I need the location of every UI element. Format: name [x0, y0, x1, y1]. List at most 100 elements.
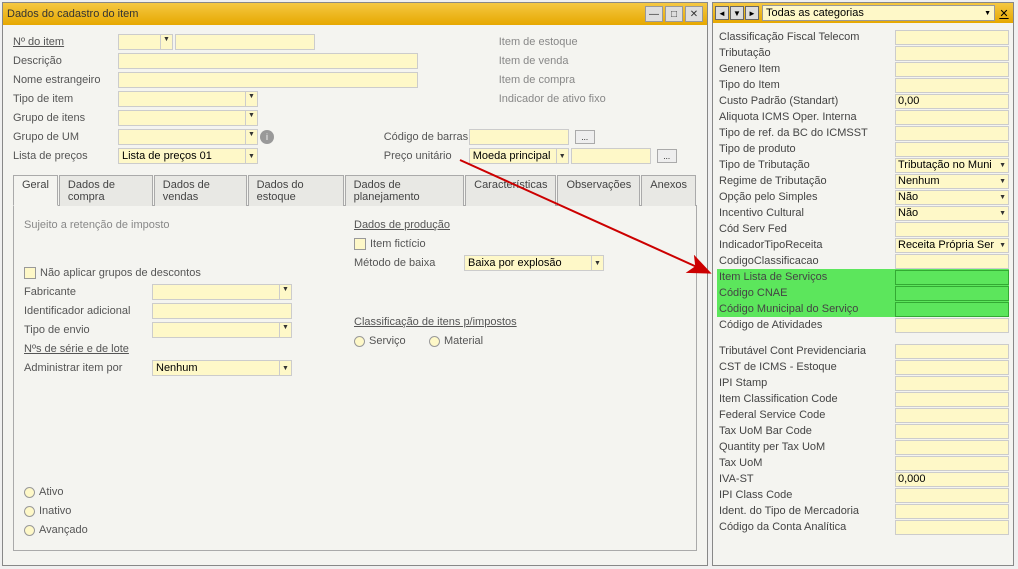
radio-avancado[interactable] — [24, 525, 35, 536]
side-row-field[interactable] — [895, 318, 1009, 333]
tab-caracteristicas[interactable]: Características — [465, 175, 556, 206]
side-row-label: IVA-ST — [717, 473, 895, 485]
side-row-field[interactable] — [895, 286, 1009, 301]
side-row-field[interactable] — [895, 222, 1009, 237]
side-row-field[interactable] — [895, 30, 1009, 45]
chk-nao-aplicar[interactable] — [24, 267, 36, 279]
tab-anexos[interactable]: Anexos — [641, 175, 696, 206]
side-row-field[interactable] — [895, 254, 1009, 269]
side-row: Custo Padrão (Standart)0,00 — [717, 93, 1009, 109]
next-icon[interactable]: ► — [745, 6, 759, 20]
maximize-icon[interactable]: □ — [665, 6, 683, 22]
tab-dados-planej[interactable]: Dados de planejamento — [345, 175, 465, 206]
side-row-field[interactable] — [895, 62, 1009, 77]
lbl-sujeito-retencao: Sujeito a retenção de imposto — [24, 219, 170, 231]
side-row: Item Lista de Serviços — [717, 269, 1009, 285]
side-row-field[interactable] — [895, 520, 1009, 535]
side-row-field[interactable] — [895, 302, 1009, 317]
close-icon[interactable]: ✕ — [685, 6, 703, 22]
side-row-label: Tributável Cont Previdenciaria — [717, 345, 895, 357]
tab-dados-compra[interactable]: Dados de compra — [59, 175, 153, 206]
tab-dados-estoque[interactable]: Dados do estoque — [248, 175, 344, 206]
window-title: Dados do cadastro do item — [7, 8, 643, 20]
tab-geral[interactable]: Geral — [13, 175, 58, 206]
side-row: Quantity per Tax UoM — [717, 439, 1009, 455]
side-row-field[interactable]: Nenhum — [895, 174, 1009, 189]
fld-descricao[interactable] — [118, 53, 418, 69]
lbl-inativo: Inativo — [39, 505, 71, 517]
lbl-item-compra: Item de compra — [499, 74, 575, 86]
prev-icon[interactable]: ◄ — [715, 6, 729, 20]
fld-nome-estrangeiro[interactable] — [118, 72, 418, 88]
side-row-field[interactable] — [895, 270, 1009, 285]
side-row-field[interactable] — [895, 344, 1009, 359]
side-row: Tipo de ref. da BC do ICMSST — [717, 125, 1009, 141]
ellipsis-barras-button[interactable]: ... — [575, 130, 595, 144]
side-row: Tax UoM Bar Code — [717, 423, 1009, 439]
side-row-field[interactable] — [895, 142, 1009, 157]
lbl-avancado: Avançado — [39, 524, 88, 536]
ellipsis-preco-button[interactable]: ... — [657, 149, 677, 163]
side-row-field[interactable] — [895, 408, 1009, 423]
side-row-field[interactable]: 0,000 — [895, 472, 1009, 487]
side-row: Incentivo CulturalNão — [717, 205, 1009, 221]
radio-servico[interactable] — [354, 336, 365, 347]
category-dropdown[interactable]: Todas as categorias — [762, 5, 995, 21]
fld-codigo-barras[interactable] — [469, 129, 569, 145]
lbl-ident-adicional: Identificador adicional — [24, 305, 152, 317]
close-side-icon[interactable]: ✕ — [997, 6, 1011, 20]
side-row: Tipo de TributaçãoTributação no Muni — [717, 157, 1009, 173]
side-row-field[interactable] — [895, 110, 1009, 125]
side-row: Genero Item — [717, 61, 1009, 77]
lbl-tipo-item: Tipo de item — [13, 93, 118, 105]
side-row-label: Ident. do Tipo de Mercadoria — [717, 505, 895, 517]
side-row-field[interactable] — [895, 126, 1009, 141]
side-row-field[interactable]: Receita Própria Ser — [895, 238, 1009, 253]
minimize-icon[interactable]: — — [645, 6, 663, 22]
fld-tipo-item[interactable] — [118, 91, 258, 107]
side-row-field[interactable] — [895, 46, 1009, 61]
side-row-label: CST de ICMS - Estoque — [717, 361, 895, 373]
side-row-field[interactable] — [895, 424, 1009, 439]
fld-grupo-itens[interactable] — [118, 110, 258, 126]
side-row: IVA-ST0,000 — [717, 471, 1009, 487]
tab-dados-vendas[interactable]: Dados de vendas — [154, 175, 247, 206]
radio-material[interactable] — [429, 336, 440, 347]
chk-item-ficticio[interactable] — [354, 238, 366, 250]
side-row-field[interactable] — [895, 376, 1009, 391]
fld-admin-item[interactable]: Nenhum — [152, 360, 292, 376]
side-row-field[interactable] — [895, 456, 1009, 471]
side-row-label: Aliquota ICMS Oper. Interna — [717, 111, 895, 123]
fld-lista-precos[interactable]: Lista de preços 01 — [118, 148, 258, 164]
fld-no-item-type[interactable] — [118, 34, 173, 50]
side-row-field[interactable]: 0,00 — [895, 94, 1009, 109]
fld-ident-adicional[interactable] — [152, 303, 292, 319]
fld-grupo-um[interactable] — [118, 129, 258, 145]
side-row-field[interactable]: Tributação no Muni — [895, 158, 1009, 173]
side-row-field[interactable]: Não — [895, 190, 1009, 205]
radio-ativo[interactable] — [24, 487, 35, 498]
fld-tipo-envio[interactable] — [152, 322, 292, 338]
radio-inativo[interactable] — [24, 506, 35, 517]
fld-preco-unit[interactable] — [571, 148, 651, 164]
side-row-field[interactable]: Não — [895, 206, 1009, 221]
side-row-field[interactable] — [895, 504, 1009, 519]
side-row-label: Classificação Fiscal Telecom — [717, 31, 895, 43]
fld-fabricante[interactable] — [152, 284, 292, 300]
side-row-field[interactable] — [895, 360, 1009, 375]
side-row: Tributável Cont Previdenciaria — [717, 343, 1009, 359]
lbl-metodo-baixa: Método de baixa — [354, 257, 464, 269]
side-row-label: Item Lista de Serviços — [717, 271, 895, 283]
fld-moeda[interactable]: Moeda principal — [469, 148, 569, 164]
tabs: Geral Dados de compra Dados de vendas Da… — [13, 174, 697, 206]
lbl-preco-unit: Preço unitário — [384, 150, 469, 162]
side-row-field[interactable] — [895, 440, 1009, 455]
info-icon[interactable]: i — [260, 130, 274, 144]
fld-no-item[interactable] — [175, 34, 315, 50]
tab-observacoes[interactable]: Observações — [557, 175, 640, 206]
side-row-field[interactable] — [895, 488, 1009, 503]
fld-metodo-baixa[interactable]: Baixa por explosão — [464, 255, 604, 271]
side-row-field[interactable] — [895, 392, 1009, 407]
side-row-field[interactable] — [895, 78, 1009, 93]
down-icon[interactable]: ▼ — [730, 6, 744, 20]
